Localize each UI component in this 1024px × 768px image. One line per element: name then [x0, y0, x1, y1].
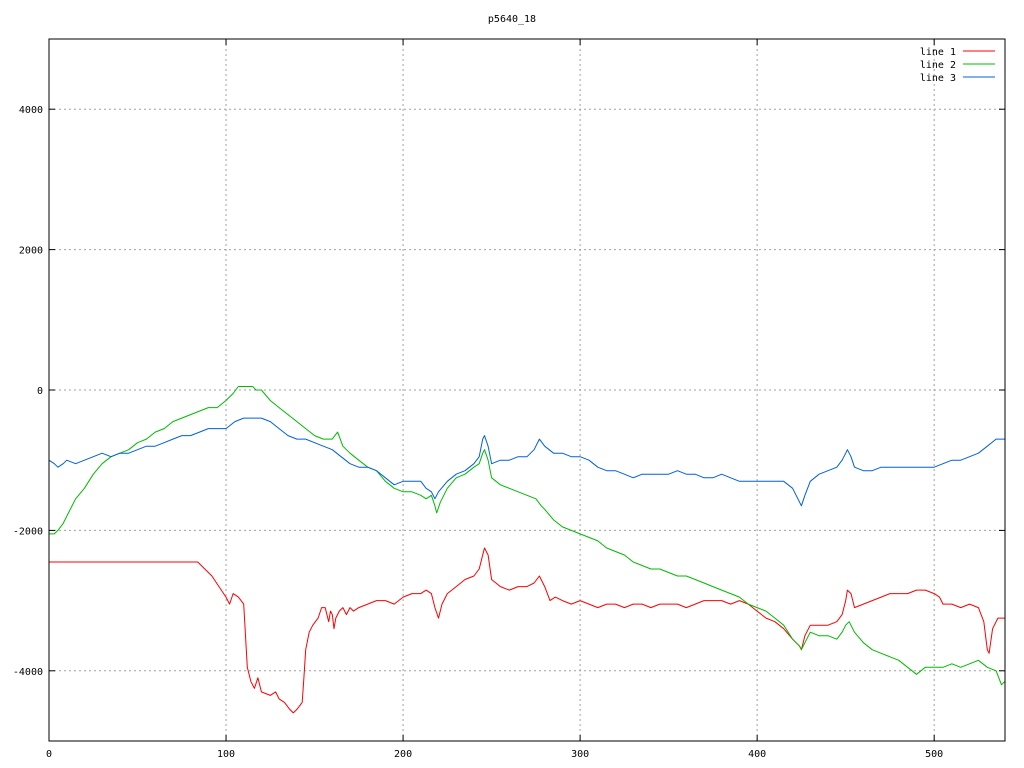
legend: line 1 line 2 line 3	[920, 47, 995, 84]
x-tick-label: 500	[925, 749, 943, 760]
legend-label: line 2	[920, 60, 956, 71]
y-tick-label: 4000	[19, 105, 43, 116]
y-tick-label: 0	[37, 386, 43, 397]
x-tick-label: 100	[217, 749, 235, 760]
x-tick-label: 0	[46, 749, 52, 760]
chart-title: p5640_18	[488, 14, 536, 25]
grid-lines	[49, 39, 1005, 741]
y-tick-label: 2000	[19, 246, 43, 257]
x-tick-label: 300	[571, 749, 589, 760]
series-line-3	[48, 417, 1005, 507]
series-line-1	[49, 547, 1005, 714]
series-line-2	[49, 386, 1006, 686]
y-tick-label: -2000	[13, 526, 43, 537]
axis-ticks: 0 100 200 300 400 500 -4000 -2000 0 2000 4000	[13, 39, 1005, 760]
x-tick-label: 400	[748, 749, 766, 760]
series-lines	[48, 386, 1006, 714]
legend-label: line 3	[920, 73, 956, 84]
y-tick-label: -4000	[13, 667, 43, 678]
x-tick-label: 200	[394, 749, 412, 760]
legend-label: line 1	[920, 47, 956, 58]
